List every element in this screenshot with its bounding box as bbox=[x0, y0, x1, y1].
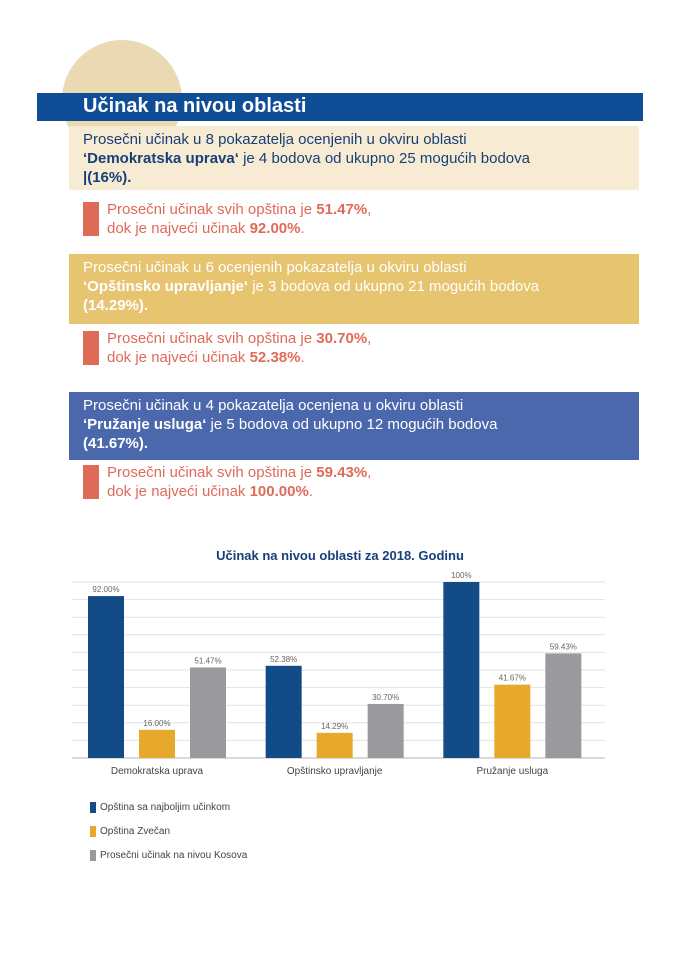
data-label: 100% bbox=[451, 571, 471, 580]
bar bbox=[443, 582, 480, 758]
bar bbox=[88, 596, 124, 758]
area-name: ‘Demokratska uprava‘ bbox=[83, 150, 239, 167]
bar bbox=[139, 729, 175, 758]
area-name: ‘Pružanje usluga‘ bbox=[83, 416, 207, 433]
bar bbox=[545, 653, 582, 758]
legend-swatch bbox=[90, 826, 96, 837]
data-label: 92.00% bbox=[92, 585, 119, 594]
chart-title: Učinak na nivou oblasti za 2018. Godinu bbox=[216, 548, 464, 563]
area-summary-municipal: Prosečni učinak u 6 ocenjenih pokazatelj… bbox=[69, 254, 639, 324]
category-label: Demokratska uprava bbox=[111, 766, 204, 777]
stat-municipal: Prosečni učinak svih opština je 30.70%, … bbox=[83, 329, 371, 367]
page-title: Učinak na nivou oblasti bbox=[83, 95, 307, 117]
stat-marker bbox=[83, 331, 99, 365]
stat-services: Prosečni učinak svih opština je 59.43%, … bbox=[83, 463, 371, 501]
category-label: Pružanje usluga bbox=[476, 766, 548, 777]
stat-marker bbox=[83, 202, 99, 236]
data-label: 52.38% bbox=[270, 655, 297, 664]
area-percent: |(16%). bbox=[83, 169, 132, 186]
area-name: ‘Opštinsko upravljanje‘ bbox=[83, 278, 249, 295]
bar bbox=[316, 732, 353, 758]
section-title-bar: Učinak na nivou oblasti bbox=[37, 93, 643, 121]
bar bbox=[494, 684, 531, 758]
stat-democratic: Prosečni učinak svih opština je 51.47%, … bbox=[83, 200, 371, 238]
legend-item-best: Opština sa najboljim učinkom bbox=[90, 802, 230, 813]
area-summary-services: Prosečni učinak u 4 pokazatelja ocenjena… bbox=[69, 392, 639, 460]
data-label: 41.67% bbox=[499, 674, 526, 683]
area-summary-democratic: Prosečni učinak u 8 pokazatelja ocenjeni… bbox=[69, 126, 639, 190]
area-percent: (14.29%). bbox=[83, 297, 149, 314]
bar bbox=[265, 665, 302, 758]
data-label: 51.47% bbox=[194, 656, 221, 665]
data-label: 16.00% bbox=[143, 719, 170, 728]
legend-item-zvecan: Opština Zvečan bbox=[90, 826, 170, 837]
bar bbox=[367, 703, 404, 758]
bar bbox=[190, 667, 226, 758]
bar-chart: Učinak na nivou oblasti za 2018. Godinu … bbox=[72, 548, 605, 777]
area-percent: (41.67%). bbox=[83, 435, 149, 452]
legend-swatch bbox=[90, 850, 96, 861]
legend-item-kosovo-average: Prosečni učinak na nivou Kosova bbox=[90, 850, 247, 861]
category-label: Opštinsko upravljanje bbox=[287, 766, 383, 777]
data-label: 14.29% bbox=[321, 722, 348, 731]
data-label: 59.43% bbox=[550, 642, 577, 651]
legend-swatch bbox=[90, 802, 96, 813]
stat-marker bbox=[83, 465, 99, 499]
data-label: 30.70% bbox=[372, 693, 399, 702]
